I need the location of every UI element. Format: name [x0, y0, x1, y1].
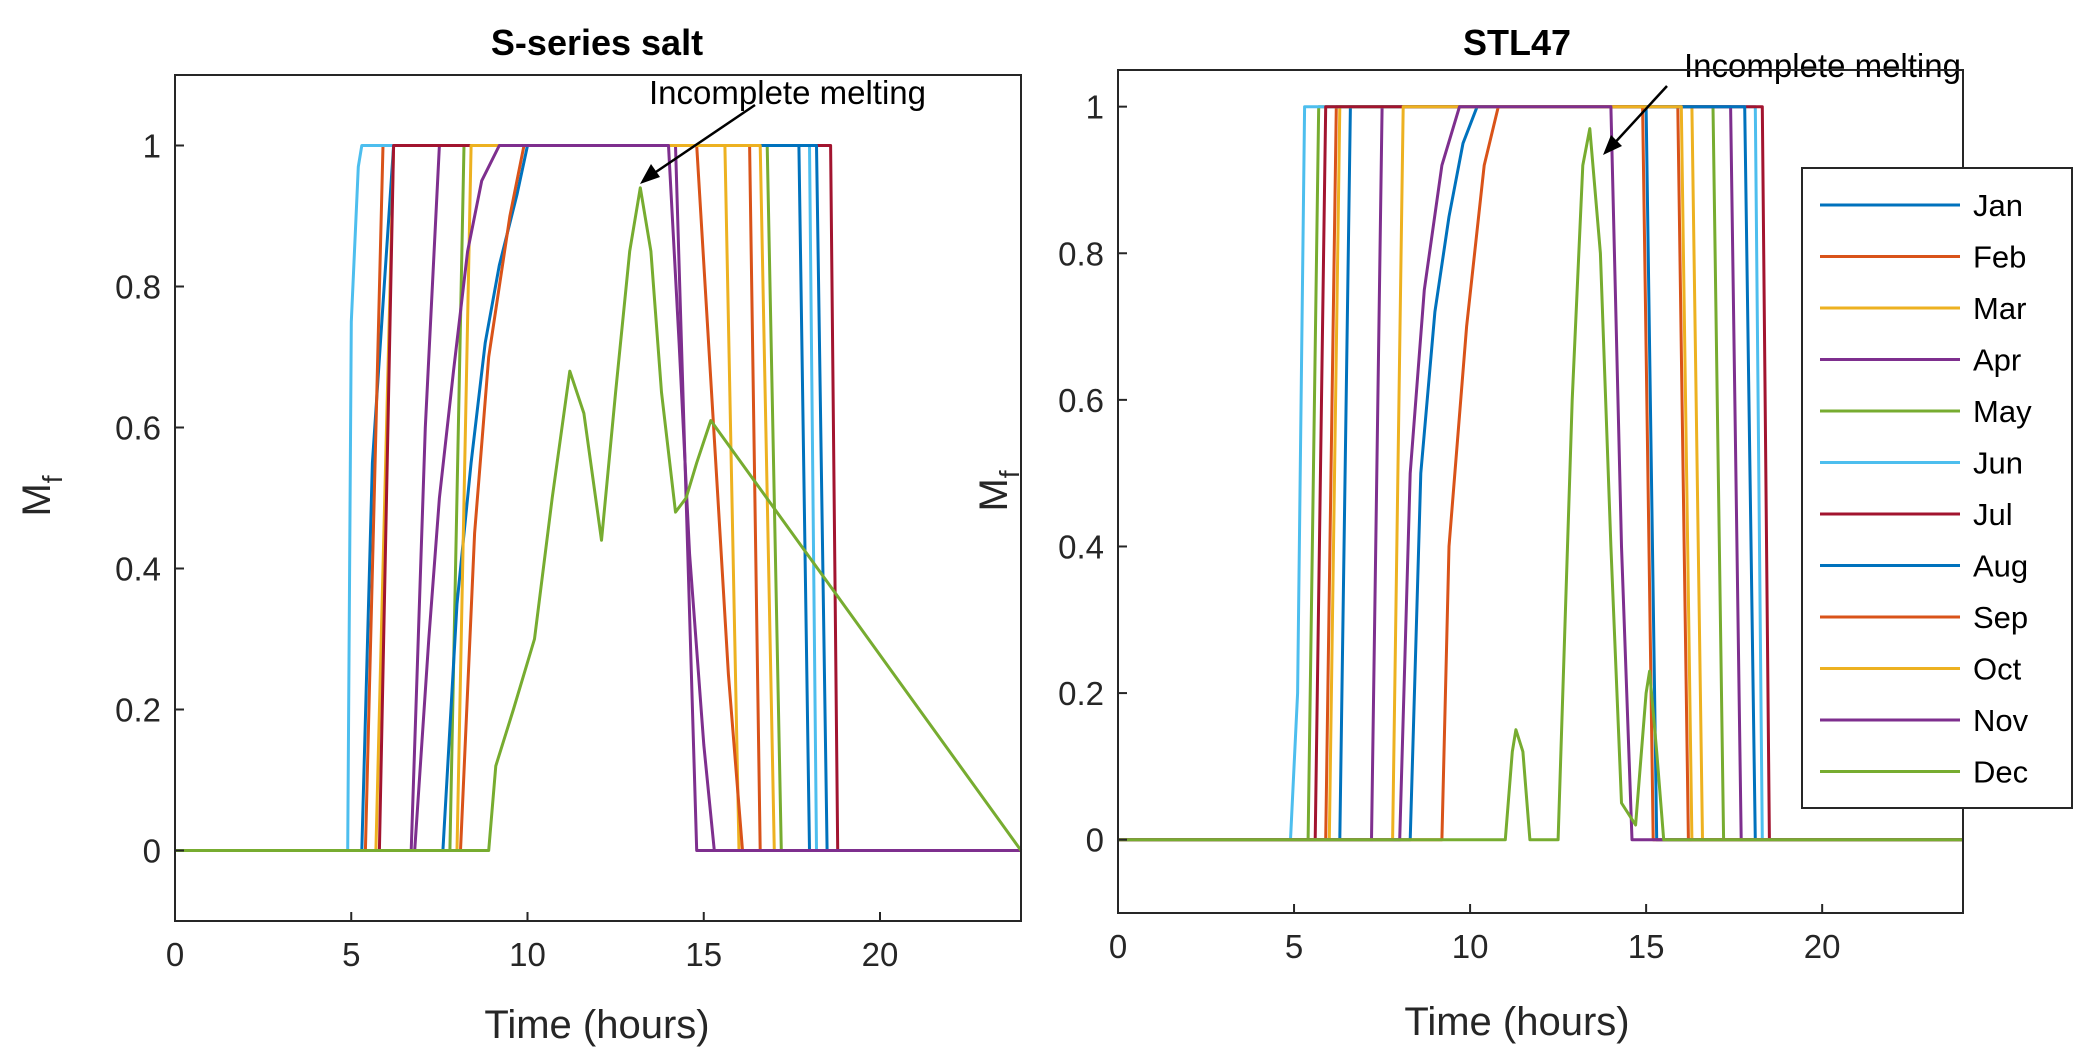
- chart-s-series-salt: S-series salt 0 5 10 15 20 0 0.2 0.4 0.6 0.8 1 Tim…: [15, 22, 1023, 1047]
- y-tick-label: 0: [143, 833, 161, 870]
- x-tick-label: 15: [1628, 928, 1665, 965]
- y-tick-label: 0.4: [115, 551, 161, 588]
- series-line-nov: [175, 144, 1021, 852]
- y-axis-label: Mf: [972, 470, 1025, 511]
- x-tick-label: 20: [1804, 928, 1841, 965]
- legend-label-jul: Jul: [1973, 497, 2013, 532]
- series-layer: [1118, 105, 1963, 842]
- annotation-arrow-shaft: [1609, 85, 1668, 149]
- legend-label-oct: Oct: [1973, 652, 2022, 687]
- x-axis-label: Time (hours): [484, 1003, 709, 1047]
- series-line-jun: [175, 144, 1021, 852]
- chart-title: STL47: [1463, 22, 1571, 63]
- legend-items: Jan Feb Mar Apr May Jun Jul Aug Sep Oct Nov Dec: [1820, 188, 2032, 790]
- y-tick-label: 1: [143, 128, 161, 165]
- legend-box: [1801, 167, 2073, 809]
- legend-label-jun: Jun: [1973, 446, 2023, 481]
- chart-stl47: STL47 0 5 10 15 20 0 0.2 0.4 0.6 0.8 1 Time (hours…: [972, 22, 1964, 1044]
- ticks-layer: 0 5 10 15 20 0 0.2 0.4 0.6 0.8 1: [115, 128, 898, 974]
- y-axis-label-main: M: [972, 478, 1016, 511]
- legend-label-feb: Feb: [1973, 240, 2026, 275]
- chart-title: S-series salt: [491, 22, 703, 63]
- ticks-layer: 0 5 10 15 20 0 0.2 0.4 0.6 0.8 1: [1058, 89, 1840, 965]
- legend-label-mar: Mar: [1973, 291, 2026, 326]
- legend-label-sep: Sep: [1973, 600, 2028, 635]
- x-tick-label: 10: [1452, 928, 1489, 965]
- y-tick-label: 0: [1086, 822, 1104, 859]
- x-tick-label: 5: [342, 936, 360, 973]
- annotation: Incomplete melting: [640, 74, 926, 184]
- series-line-sep: [1118, 105, 1963, 842]
- series-line-nov: [1118, 105, 1963, 842]
- y-axis-label-main: M: [15, 483, 59, 516]
- legend-label-may: May: [1973, 394, 2032, 429]
- x-tick-label: 0: [1109, 928, 1127, 965]
- y-axis-label-subscript: f: [37, 475, 68, 483]
- annotation: Incomplete melting: [1603, 47, 1961, 155]
- annotation-arrow-head: [1603, 135, 1622, 155]
- annotation-arrow-shaft: [646, 103, 756, 180]
- y-tick-label: 1: [1086, 89, 1104, 126]
- plot-area-frame: [174, 74, 1022, 922]
- legend-label-aug: Aug: [1973, 549, 2028, 584]
- x-tick-label: 5: [1285, 928, 1303, 965]
- y-axis-label: Mf: [15, 475, 68, 516]
- series-line-aug: [1118, 105, 1963, 842]
- legend-label-jan: Jan: [1973, 188, 2023, 223]
- x-tick-label: 15: [685, 936, 722, 973]
- series-line-dec: [1118, 127, 1963, 842]
- y-axis-label-subscript: f: [994, 470, 1025, 478]
- y-tick-label: 0.6: [1058, 382, 1104, 419]
- series-line-dec: [175, 186, 1023, 852]
- legend-label-apr: Apr: [1973, 343, 2021, 378]
- x-tick-label: 10: [509, 936, 546, 973]
- annotation-arrow-head: [640, 164, 660, 184]
- legend-label-nov: Nov: [1973, 703, 2029, 738]
- x-axis-label: Time (hours): [1404, 1000, 1629, 1044]
- y-tick-label: 0.2: [115, 692, 161, 729]
- annotation-text: Incomplete melting: [649, 74, 926, 111]
- x-tick-label: 20: [862, 936, 899, 973]
- series-layer: [175, 144, 1023, 852]
- y-tick-label: 0.8: [1058, 235, 1104, 272]
- legend: Jan Feb Mar Apr May Jun Jul Aug Sep Oct Nov Dec: [1801, 167, 2073, 809]
- x-tick-label: 0: [166, 936, 184, 973]
- y-tick-label: 0.6: [115, 410, 161, 447]
- legend-label-dec: Dec: [1973, 755, 2028, 790]
- y-tick-label: 0.2: [1058, 675, 1104, 712]
- y-tick-label: 0.4: [1058, 528, 1104, 565]
- series-line-aug: [175, 144, 1021, 852]
- annotation-text: Incomplete melting: [1684, 47, 1961, 84]
- y-tick-label: 0.8: [115, 269, 161, 306]
